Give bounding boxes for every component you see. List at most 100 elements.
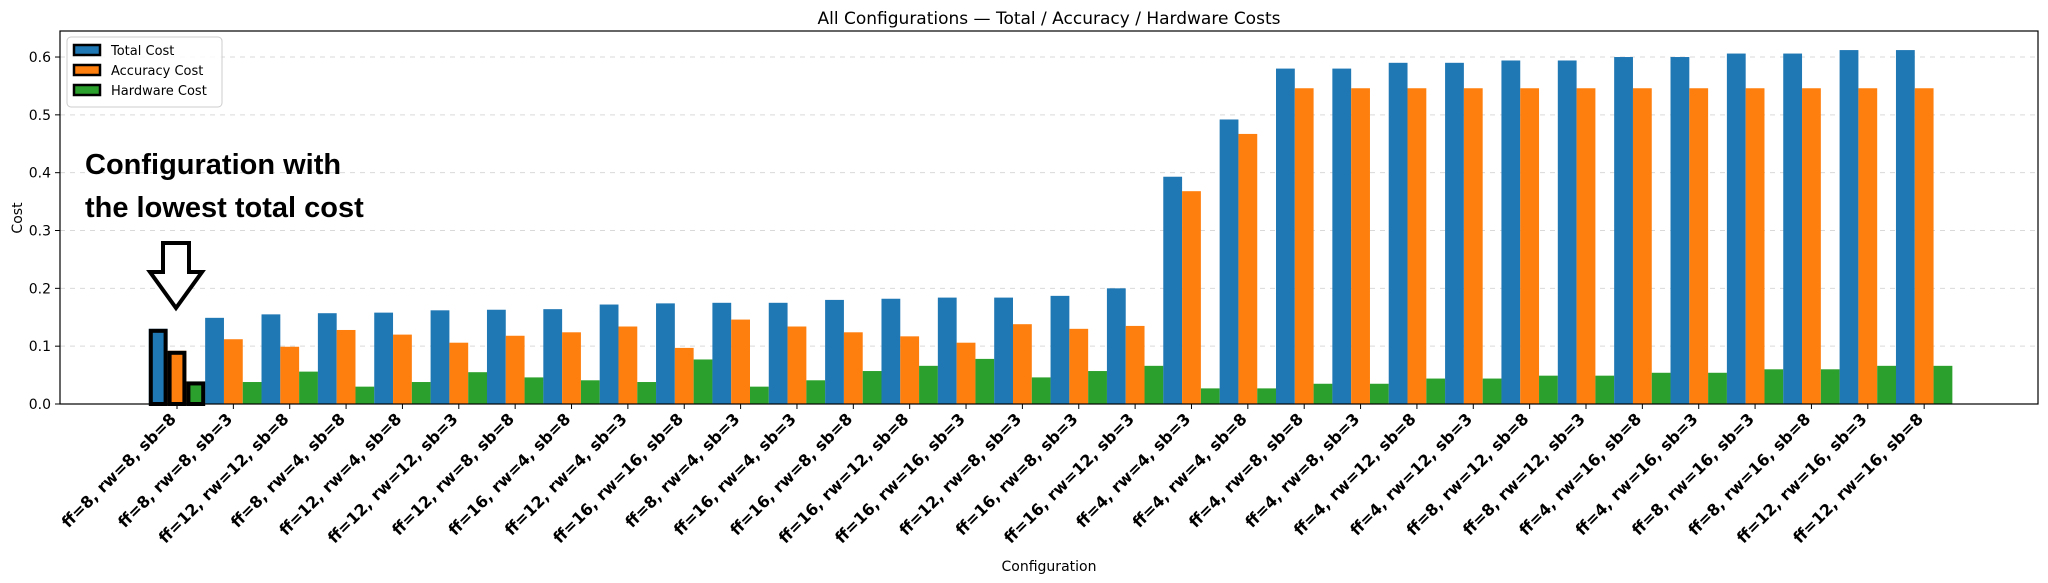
total-cost-bar — [1557, 60, 1577, 405]
down-arrow-icon — [146, 241, 206, 312]
total-cost-bar — [994, 297, 1013, 404]
accuracy-cost-bar — [223, 339, 243, 404]
total-cost-bar — [486, 309, 506, 404]
accuracy-cost-bar — [1182, 191, 1201, 404]
accuracy-cost-bar — [562, 332, 581, 404]
hardware-cost-bar — [1764, 369, 1784, 404]
hardware-cost-bar — [1933, 365, 1953, 404]
total-cost-bar — [1219, 119, 1239, 405]
legend-swatch-hardware-cost — [72, 83, 102, 97]
total-cost-bar — [261, 314, 281, 404]
accuracy-cost-bar — [731, 319, 750, 404]
total-cost-bar — [1106, 288, 1126, 404]
y-tick-label: 0.0 — [29, 397, 51, 413]
hardware-cost-bar — [299, 371, 318, 404]
hardware-cost-bar — [468, 372, 487, 404]
y-tick-label: 0.2 — [29, 281, 51, 297]
total-cost-bar — [543, 309, 563, 404]
total-cost-bar — [1276, 68, 1295, 405]
accuracy-cost-bar — [393, 334, 412, 404]
accuracy-cost-bar — [674, 347, 694, 404]
accuracy-cost-bar — [167, 350, 187, 404]
x-axis: ff=8, rw=8, sb=8ff=8, rw=8, sb=3ff=12, r… — [58, 404, 1927, 547]
accuracy-cost-bar — [1351, 88, 1370, 404]
chart-title: All Configurations — Total / Accuracy / … — [818, 9, 1281, 29]
accuracy-cost-bar — [1745, 88, 1765, 404]
total-cost-bar — [1050, 295, 1070, 404]
accuracy-cost-bar — [449, 342, 469, 404]
accuracy-cost-bar — [1013, 324, 1032, 404]
total-cost-bar — [881, 298, 901, 404]
legend-box — [66, 36, 223, 108]
bars — [148, 50, 1953, 405]
y-tick-label: 0.4 — [29, 166, 51, 182]
total-cost-bar — [712, 302, 732, 404]
accuracy-cost-bar — [336, 329, 356, 404]
hardware-cost-bar — [1708, 372, 1727, 404]
accuracy-cost-bar — [1858, 88, 1878, 404]
hardware-cost-bar — [524, 377, 544, 404]
total-cost-bar — [1163, 176, 1183, 404]
accuracy-cost-bar — [1238, 133, 1258, 404]
accuracy-cost-bar — [1802, 88, 1821, 404]
accuracy-cost-bar — [843, 332, 863, 404]
legend-swatch-total-cost — [72, 43, 102, 57]
total-cost-bar — [1726, 53, 1746, 404]
accuracy-cost-bar — [1069, 328, 1089, 404]
total-cost-bar — [1670, 57, 1690, 404]
hardware-cost-bar — [242, 382, 262, 404]
accuracy-cost-bar — [280, 346, 300, 404]
y-tick-label: 0.5 — [29, 108, 51, 124]
hardware-cost-bar — [411, 382, 431, 404]
total-cost-bar — [205, 317, 224, 404]
total-cost-bar — [148, 328, 168, 404]
y-tick-label: 0.6 — [29, 50, 51, 66]
hardware-cost-bar — [1877, 365, 1896, 404]
hardware-cost-bar — [637, 382, 657, 404]
total-cost-bar — [937, 297, 957, 404]
total-cost-bar — [1332, 68, 1352, 405]
accuracy-cost-bar — [1576, 88, 1596, 404]
total-cost-bar — [374, 312, 394, 404]
total-cost-bar — [1388, 62, 1408, 404]
accuracy-cost-bar — [1407, 88, 1427, 404]
hardware-cost-bar — [693, 359, 713, 404]
total-cost-bar — [599, 304, 619, 404]
legend-label-hardware-cost: Hardware Cost — [111, 84, 207, 99]
total-cost-bar — [1839, 50, 1859, 405]
y-axis-label: Cost — [10, 202, 26, 234]
legend-label-accuracy-cost: Accuracy Cost — [111, 64, 203, 79]
accuracy-cost-bar — [900, 336, 920, 404]
y-tick-label: 0.3 — [29, 224, 51, 240]
hardware-cost-bar — [1257, 388, 1277, 404]
hardware-cost-bar — [1651, 372, 1671, 404]
total-cost-bar — [825, 299, 844, 404]
hardware-cost-bar — [355, 386, 375, 404]
legend-swatch-accuracy-cost — [72, 63, 102, 77]
accuracy-cost-bar — [956, 342, 976, 404]
accuracy-cost-bar — [787, 326, 807, 404]
y-tick-label: 0.1 — [29, 339, 51, 355]
hardware-cost-bar — [1426, 378, 1446, 404]
annotation-line-1: Configuration with — [85, 149, 341, 181]
total-cost-bar — [1445, 62, 1464, 404]
total-cost-bar — [1895, 50, 1915, 405]
hardware-cost-bar — [1200, 388, 1220, 404]
accuracy-cost-bar — [1125, 325, 1145, 404]
hardware-cost-bar — [975, 358, 995, 404]
hardware-cost-bar — [1482, 378, 1502, 404]
accuracy-cost-bar — [1914, 88, 1934, 404]
accuracy-cost-bar — [1632, 88, 1652, 404]
hardware-cost-bar — [580, 380, 600, 404]
total-cost-bar — [1614, 57, 1633, 404]
legend-label-total-cost: Total Cost — [110, 44, 174, 59]
legend: Total Cost Accuracy Cost Hardware Cost — [66, 36, 223, 108]
hardware-cost-bar — [1539, 375, 1558, 404]
accuracy-cost-bar — [1520, 88, 1540, 404]
x-axis-label: Configuration — [1002, 559, 1097, 575]
y-axis: 0.0 0.1 0.2 0.3 0.4 0.5 0.6 — [29, 50, 60, 413]
accuracy-cost-bar — [1689, 88, 1709, 404]
hardware-cost-bar — [1031, 377, 1051, 404]
total-cost-bar — [656, 303, 675, 404]
